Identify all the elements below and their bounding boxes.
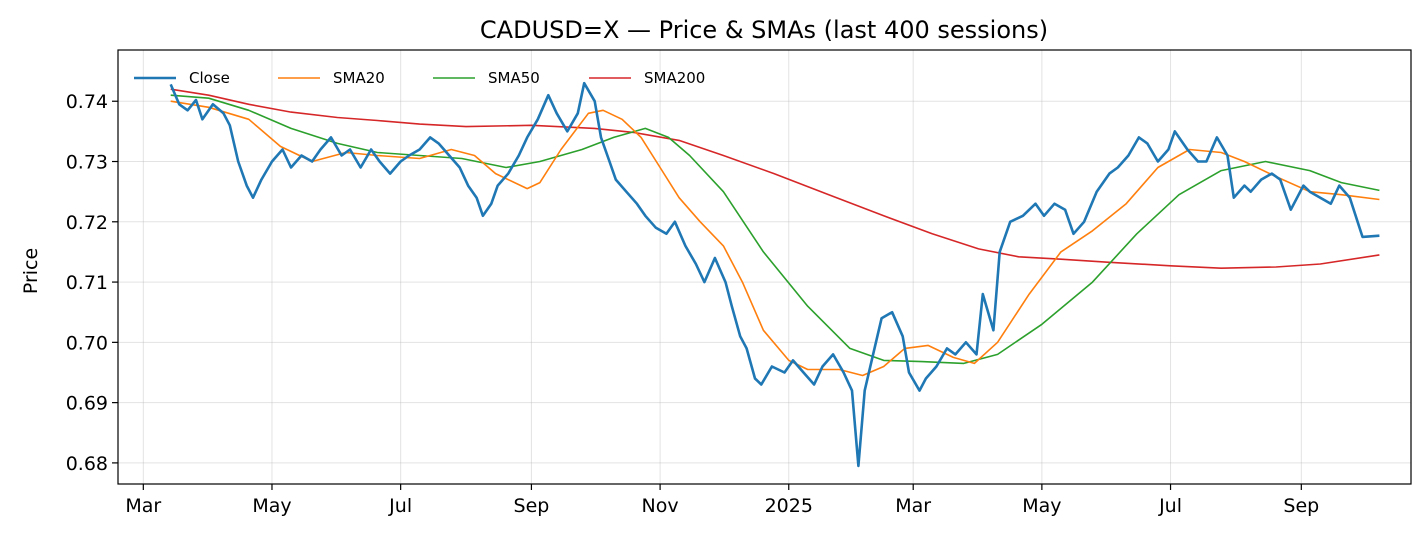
legend-label-sma200: SMA200 bbox=[644, 69, 705, 87]
series-line-close bbox=[169, 81, 1380, 468]
y-axis-label: Price bbox=[20, 248, 42, 294]
y-tick-label: 0.68 bbox=[66, 453, 108, 475]
legend-label-sma50: SMA50 bbox=[488, 69, 540, 87]
legend-label-sma20: SMA20 bbox=[333, 69, 385, 87]
plot-frame bbox=[117, 49, 1412, 485]
axis-ticks: 0.68 0.69 0.70 0.71 0.72 0.73 0.74 Mar May Jul Sep… bbox=[66, 91, 1320, 517]
x-tick-label: Sep bbox=[1283, 495, 1319, 517]
x-tick-label: Nov bbox=[642, 495, 679, 517]
grid bbox=[118, 50, 1411, 484]
x-tick-label: Mar bbox=[895, 495, 931, 517]
y-tick-label: 0.72 bbox=[66, 212, 108, 234]
x-tick-label: Sep bbox=[514, 495, 550, 517]
y-tick-label: 0.71 bbox=[66, 272, 108, 294]
legend-label-close: Close bbox=[189, 69, 230, 87]
y-tick-label: 0.70 bbox=[66, 332, 108, 354]
chart-title: CADUSD=X — Price & SMAs (last 400 sessio… bbox=[480, 16, 1048, 44]
y-tick-label: 0.73 bbox=[66, 152, 108, 174]
x-tick-label: Jul bbox=[1158, 495, 1182, 517]
x-tick-label: Mar bbox=[125, 495, 161, 517]
x-tick-label: May bbox=[252, 495, 291, 517]
x-tick-label: Jul bbox=[388, 495, 412, 517]
x-tick-label: May bbox=[1022, 495, 1061, 517]
series-line-sma50 bbox=[170, 94, 1380, 365]
y-tick-label: 0.69 bbox=[66, 393, 108, 415]
y-tick-label: 0.74 bbox=[66, 91, 108, 113]
x-tick-label: 2025 bbox=[765, 495, 813, 517]
series-line-sma200 bbox=[170, 88, 1380, 269]
series-line-sma20 bbox=[170, 100, 1380, 377]
series-layer bbox=[169, 81, 1380, 468]
legend: Close SMA20 SMA50 SMA200 bbox=[134, 69, 705, 87]
